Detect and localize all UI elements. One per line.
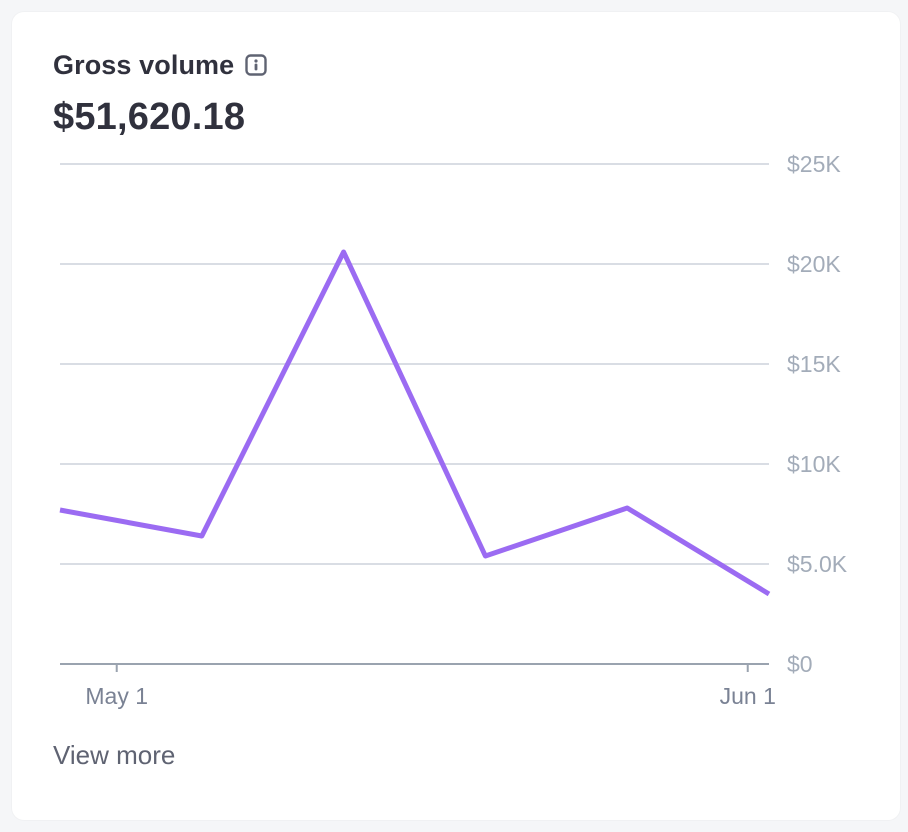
card-title: Gross volume	[53, 49, 235, 80]
y-tick-label: $20K	[787, 251, 841, 277]
gross-volume-chart: $0 $5.0K $10K $15K $20K $25K May 1 Jun 1	[59, 151, 848, 709]
info-icon[interactable]	[244, 53, 268, 77]
y-tick-label: $10K	[787, 451, 841, 477]
y-tick-label: $5.0K	[787, 551, 848, 577]
x-tick-label: May 1	[85, 683, 148, 709]
title-row: Gross volume	[53, 48, 268, 82]
gross-volume-amount: $51,620.18	[53, 96, 246, 138]
view-more-link[interactable]: View more	[53, 740, 176, 770]
card-header: Gross volume $51,620.18	[53, 48, 268, 139]
y-tick-label: $0	[787, 651, 813, 677]
y-tick-label: $15K	[787, 351, 841, 377]
x-tick-label: Jun 1	[720, 683, 776, 709]
series-line	[59, 249, 771, 597]
gross-volume-card: Gross volume $51,620.18 $0 $5.0K $10K $15K $…	[12, 12, 900, 820]
y-tick-label: $25K	[787, 151, 841, 177]
